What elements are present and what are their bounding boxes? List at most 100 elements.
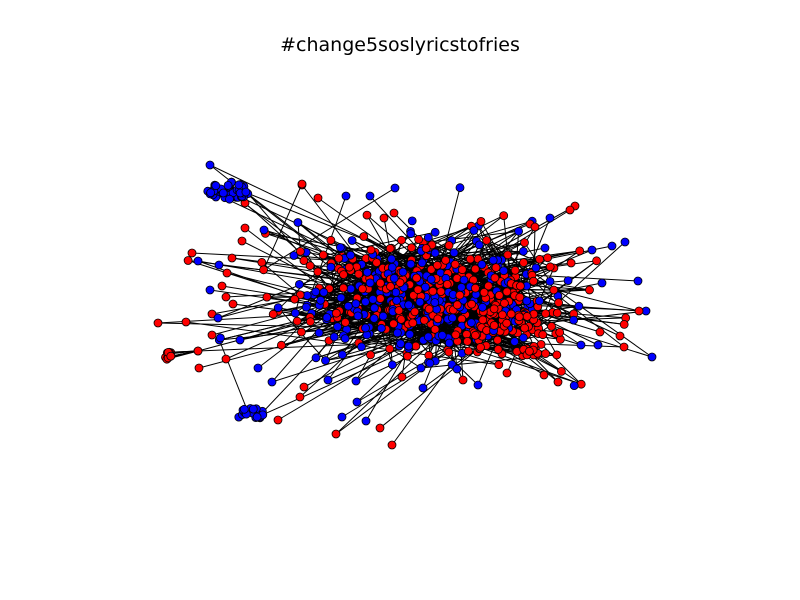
graph-node <box>538 330 548 340</box>
graph-node <box>228 299 238 309</box>
graph-node <box>396 315 406 324</box>
graph-edge <box>263 187 396 271</box>
graph-node <box>193 346 203 356</box>
graph-node <box>379 213 389 223</box>
graph-node <box>530 222 540 232</box>
graph-node <box>252 412 262 422</box>
graph-node <box>417 258 427 268</box>
graph-node <box>450 259 460 269</box>
graph-node <box>410 307 420 317</box>
graph-node <box>378 311 388 321</box>
graph-node <box>444 347 454 357</box>
graph-node <box>331 308 341 318</box>
graph-node <box>235 335 245 345</box>
graph-node <box>321 356 330 365</box>
graph-node <box>357 284 367 294</box>
graph-node <box>522 312 532 321</box>
graph-node <box>376 323 386 333</box>
graph-node <box>262 292 272 302</box>
graph-node <box>290 308 300 318</box>
graph-node <box>451 330 461 340</box>
graph-node <box>316 295 326 305</box>
graph-node <box>442 279 452 289</box>
graph-node <box>352 397 362 407</box>
graph-node <box>423 332 433 342</box>
graph-edge <box>369 195 441 274</box>
graph-node <box>458 375 468 385</box>
graph-node <box>463 346 473 356</box>
graph-node <box>268 309 278 319</box>
graph-node <box>297 179 307 189</box>
graph-node <box>153 318 163 328</box>
graph-node <box>428 286 438 296</box>
graph-node <box>449 248 459 258</box>
graph-node <box>314 328 324 338</box>
graph-node <box>369 314 379 323</box>
graph-node <box>365 278 375 288</box>
graph-node <box>444 240 454 250</box>
graph-node <box>576 340 586 350</box>
graph-node <box>424 304 434 314</box>
graph-node <box>375 423 385 433</box>
graph-node <box>502 318 512 328</box>
graph-node <box>323 375 333 385</box>
graph-node <box>470 264 480 274</box>
graph-node <box>207 309 217 319</box>
graph-node <box>426 264 436 274</box>
graph-node <box>276 340 286 350</box>
graph-node <box>267 377 277 387</box>
graph-node <box>290 294 300 304</box>
graph-node <box>387 440 397 450</box>
graph-edge <box>335 335 440 435</box>
graph-node <box>448 313 457 323</box>
graph-edge <box>218 339 249 412</box>
graph-node <box>257 257 267 267</box>
graph-node <box>476 342 485 352</box>
graph-node <box>353 311 363 321</box>
graph-node <box>225 194 234 204</box>
graph-node <box>259 225 269 235</box>
graph-node <box>205 160 215 170</box>
graph-node <box>369 303 379 313</box>
graph-node <box>430 248 440 258</box>
graph-node <box>183 256 193 265</box>
graph-node <box>516 281 525 291</box>
graph-node <box>519 333 528 343</box>
graph-node <box>386 282 395 291</box>
graph-node <box>273 415 283 425</box>
graph-node <box>299 382 309 392</box>
graph-node <box>354 269 364 279</box>
graph-node <box>416 363 426 373</box>
graph-node <box>346 250 356 260</box>
graph-node <box>404 341 414 351</box>
graph-node <box>647 352 657 362</box>
graph-node <box>301 302 311 312</box>
graph-node <box>344 262 354 272</box>
graph-node <box>457 265 467 275</box>
graph-node <box>491 263 501 273</box>
graph-edge <box>306 195 347 306</box>
graph-node <box>227 253 237 263</box>
graph-node <box>430 324 440 334</box>
graph-node <box>430 227 440 237</box>
graph-node <box>273 303 283 313</box>
graph-node <box>329 332 339 342</box>
graph-node <box>437 330 447 340</box>
graph-node <box>397 235 406 245</box>
graph-node <box>372 258 382 268</box>
graph-node <box>375 294 385 304</box>
graph-node <box>193 256 203 266</box>
graph-node <box>557 366 566 376</box>
graph-node <box>390 183 400 193</box>
graph-node <box>408 318 418 328</box>
graph-node <box>514 226 523 236</box>
graph-node <box>397 372 407 382</box>
graph-node <box>554 298 563 308</box>
graph-node <box>407 243 416 253</box>
graph-node <box>494 290 504 300</box>
graph-node <box>362 210 372 220</box>
graph-edge <box>454 250 524 254</box>
graph-node <box>253 363 263 373</box>
graph-node <box>529 276 538 286</box>
graph-node <box>387 262 397 272</box>
